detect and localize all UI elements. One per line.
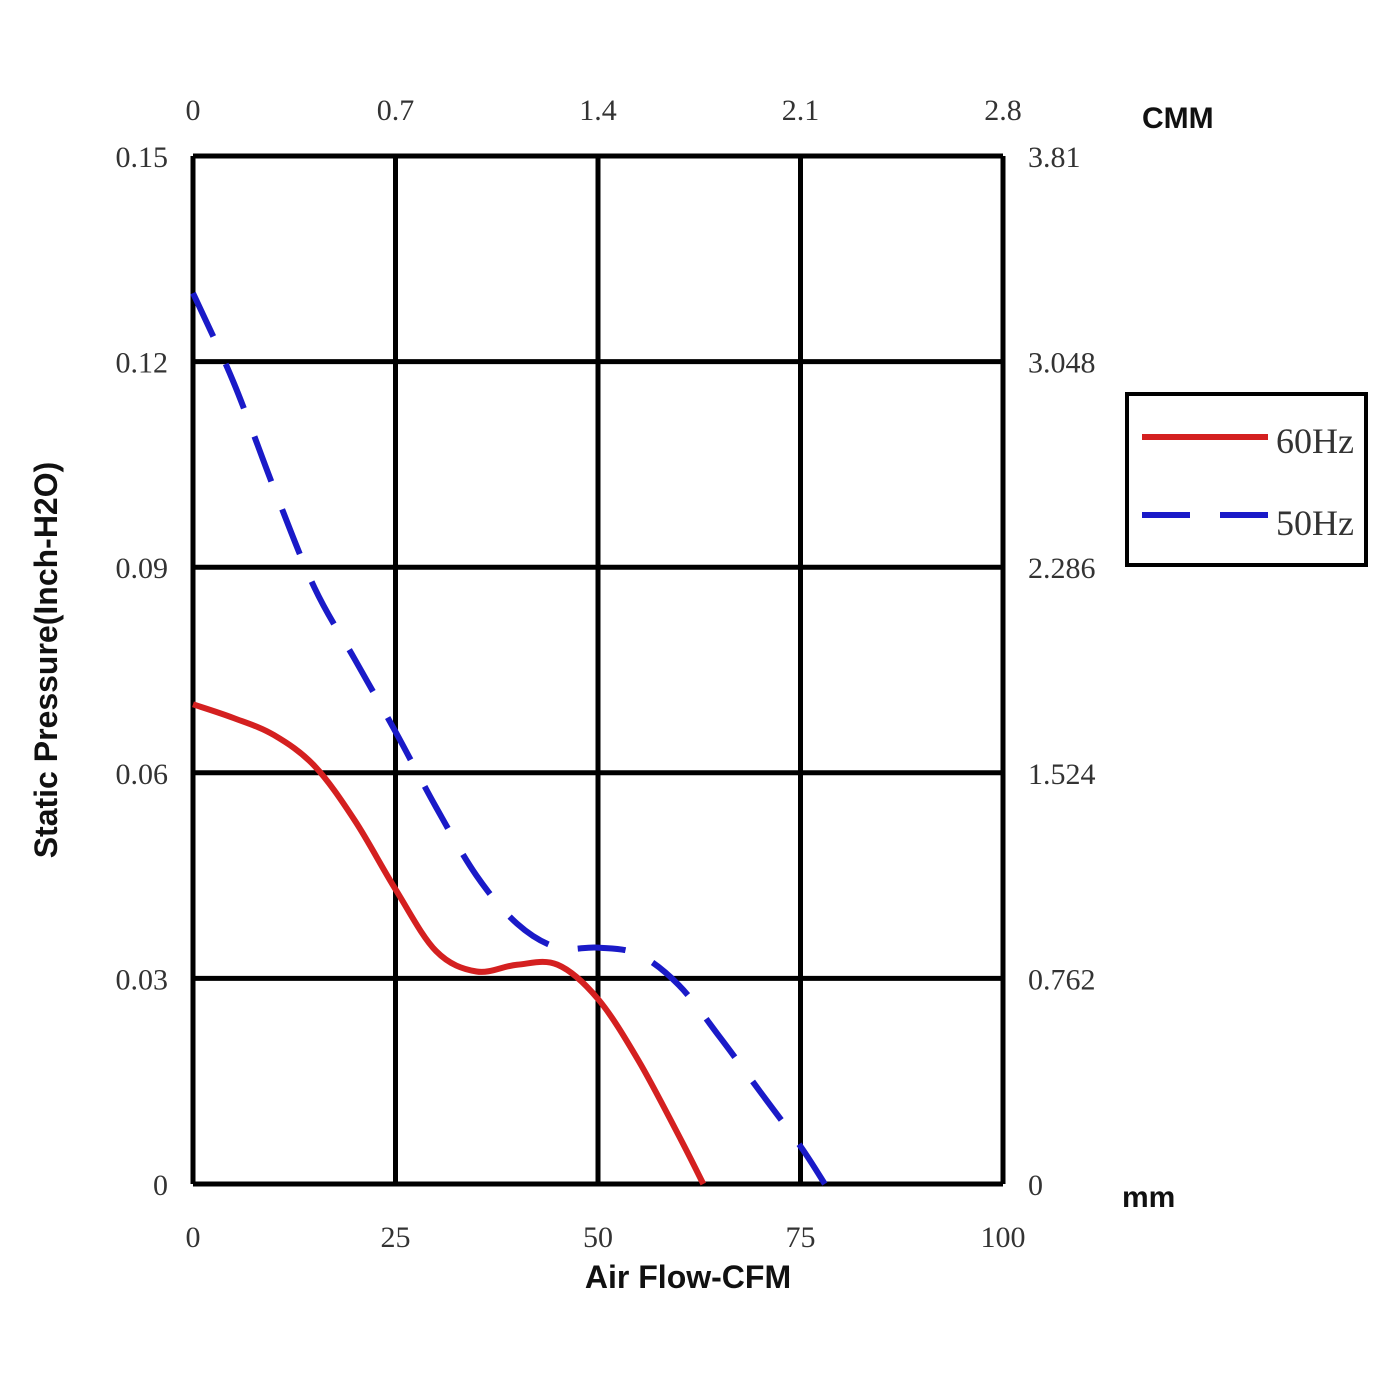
top-tick-label: 2.8 <box>984 94 1022 127</box>
y-tick-label: 0.09 <box>116 552 169 585</box>
top-tick-label: 0 <box>186 94 201 127</box>
right-tick-label: 1.524 <box>1028 758 1096 791</box>
top-axis-unit: CMM <box>1142 102 1214 135</box>
x-axis-title: Air Flow-CFM <box>585 1259 791 1295</box>
y-tick-label: 0.06 <box>116 758 169 791</box>
x-tick-label: 25 <box>381 1221 411 1254</box>
right-tick-label: 2.286 <box>1028 552 1096 585</box>
y-tick-label: 0.12 <box>116 347 169 380</box>
top-tick-label: 0.7 <box>377 94 415 127</box>
plot-grid <box>190 153 1006 1187</box>
series-lines <box>190 291 828 1186</box>
top-tick-label: 1.4 <box>579 94 617 127</box>
x-tick-label: 50 <box>583 1221 613 1254</box>
right-tick-label: 0 <box>1028 1169 1043 1202</box>
series-line-60hz <box>192 701 706 1186</box>
y-tick-label: 0 <box>153 1169 168 1202</box>
legend: 60Hz 50Hz <box>1125 392 1368 567</box>
right-tick-label: 3.048 <box>1028 347 1096 380</box>
top-tick-label: 2.1 <box>782 94 820 127</box>
x-tick-label: 75 <box>786 1221 816 1254</box>
series-line-50hz <box>190 291 828 1186</box>
y-axis-title: Static Pressure(Inch-H2O) <box>28 462 64 859</box>
x-tick-label: 100 <box>981 1221 1026 1254</box>
right-axis-unit: mm <box>1122 1181 1175 1214</box>
legend-box <box>1125 392 1368 567</box>
right-tick-label: 0.762 <box>1028 963 1096 996</box>
legend-label-60hz: 60Hz <box>1276 421 1354 461</box>
y-tick-label: 0.03 <box>116 963 169 996</box>
x-tick-label: 0 <box>186 1221 201 1254</box>
y-tick-label: 0.15 <box>116 141 169 174</box>
right-tick-label: 3.81 <box>1028 141 1081 174</box>
legend-label-50hz: 50Hz <box>1276 503 1354 543</box>
